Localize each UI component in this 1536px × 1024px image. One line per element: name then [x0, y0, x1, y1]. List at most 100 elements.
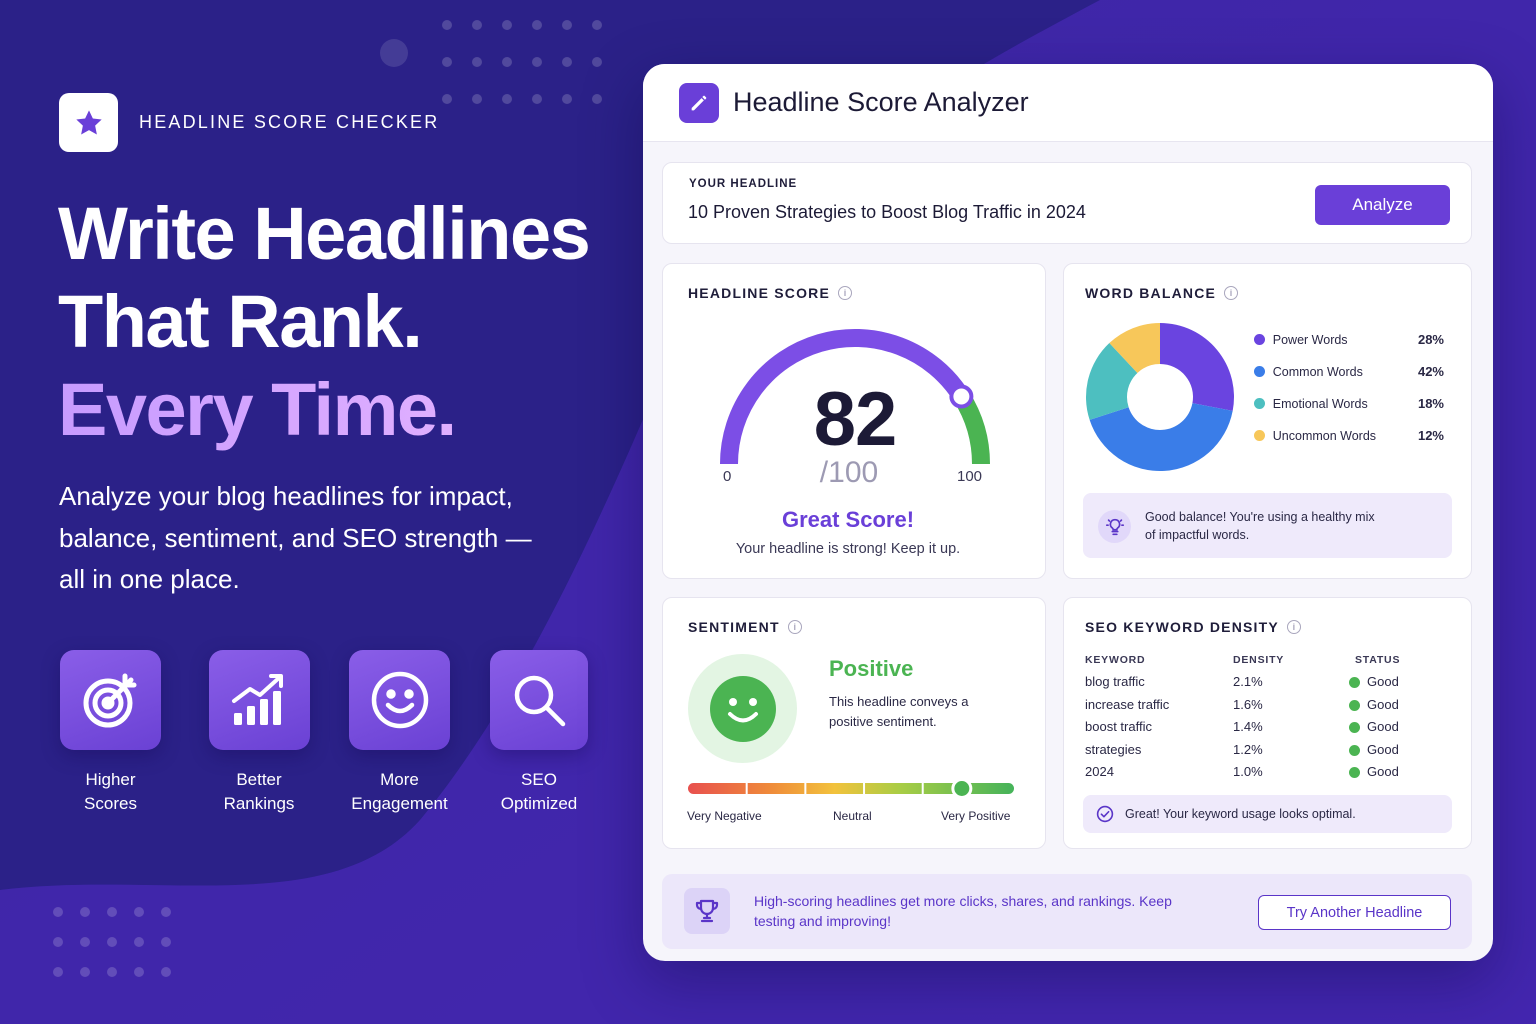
legend-item: Common Words 42%: [1254, 364, 1444, 379]
headline-input-label: YOUR HEADLINE: [689, 178, 798, 190]
status-dot: [1349, 677, 1360, 688]
status-dot: [1349, 767, 1360, 778]
sentiment-panel: SENTIMENT i Positive This headline conve…: [662, 597, 1046, 849]
hero-subtitle: Analyze your blog headlines for impact, …: [59, 481, 532, 594]
analyzer-card: Headline Score Analyzer YOUR HEADLINE An…: [643, 64, 1493, 961]
scale-label-left: Very Negative: [687, 809, 762, 823]
sentiment-description: This headline conveys a positive sentime…: [829, 694, 969, 729]
legend-dot: [1254, 366, 1265, 377]
dot-pattern-bottom: [53, 907, 188, 977]
keyword-cell: strategies: [1085, 742, 1142, 757]
sentiment-bar: [688, 783, 1014, 794]
status-dot: [1349, 700, 1360, 711]
status-dot: [1349, 745, 1360, 756]
status-cell: Good: [1367, 697, 1399, 712]
density-cell: 1.4%: [1233, 719, 1263, 734]
density-cell: 1.0%: [1233, 764, 1263, 779]
legend-name: Power Words: [1272, 332, 1348, 347]
dot-pattern-top: [442, 20, 622, 104]
status-dot: [1349, 722, 1360, 733]
brand: HEADLINE SCORE CHECKER: [59, 93, 439, 152]
sentiment-bar-divider: [804, 782, 807, 795]
check-circle-icon: [1096, 805, 1114, 828]
legend-item: Uncommon Words 12%: [1254, 428, 1444, 443]
legend-dot: [1254, 430, 1265, 441]
gauge-min-label: 0: [723, 468, 732, 485]
score-max-text: /100: [819, 456, 879, 489]
info-icon[interactable]: i: [1286, 620, 1301, 634]
seo-note: Great! Your keyword usage looks optimal.: [1083, 795, 1452, 833]
panel-title: WORD BALANCE: [1085, 285, 1217, 301]
column-header-keyword: KEYWORD: [1085, 654, 1146, 666]
score-gauge: [720, 329, 990, 465]
brand-name: HEADLINE SCORE CHECKER: [139, 112, 440, 132]
word-balance-donut: [1086, 323, 1234, 471]
feature-label: SEO Optimized: [500, 770, 578, 813]
sentiment-scale: [688, 778, 1014, 799]
feature-label: Better Rankings: [223, 770, 295, 813]
density-cell: 1.6%: [1233, 697, 1263, 712]
target-icon: [60, 650, 161, 750]
star-icon: [59, 93, 118, 152]
scale-label-right: Very Positive: [941, 809, 1011, 823]
feature-higher-scores: Higher Scores: [60, 650, 161, 816]
legend-pct: 18%: [1417, 396, 1444, 411]
keyword-cell: boost traffic: [1085, 719, 1152, 734]
donut-slice-common-words: [1089, 403, 1233, 471]
word-balance-panel: WORD BALANCE i Power Words 28% Common Wo…: [1063, 263, 1472, 579]
hero-line-2: That Rank.: [58, 280, 423, 363]
column-header-density: DENSITY: [1233, 654, 1285, 666]
hero-line-1: Write Headlines: [58, 192, 591, 275]
sentiment-title: Positive: [829, 656, 914, 681]
headline-input[interactable]: [688, 202, 1268, 223]
sentiment-face: [688, 654, 797, 763]
status-cell: Good: [1367, 674, 1399, 689]
score-value: 82: [813, 377, 898, 462]
sentiment-bar-divider: [745, 782, 748, 795]
hero-heading: Write Headlines That Rank. Every Time.: [58, 190, 591, 454]
column-header-status: STATUS: [1355, 654, 1401, 666]
analyze-button[interactable]: Analyze: [1315, 185, 1450, 225]
density-cell: 1.2%: [1233, 742, 1263, 757]
density-cell: 2.1%: [1233, 674, 1263, 689]
sentiment-bar-dividers: [745, 782, 924, 795]
try-another-headline-button[interactable]: Try Another Headline: [1258, 895, 1451, 930]
pencil-icon: [679, 83, 719, 123]
keyword-cell: increase traffic: [1085, 697, 1170, 712]
donut-slice-power-words: [1160, 323, 1234, 411]
keyword-cell: blog traffic: [1085, 674, 1145, 689]
sentiment-label: SENTIMENT i: [688, 619, 802, 635]
search-icon: [490, 650, 588, 750]
seo-note-text: Great! Your keyword usage looks optimal.: [1125, 807, 1356, 821]
panel-title: SENTIMENT: [688, 619, 780, 635]
feature-label: Higher Scores: [84, 770, 137, 813]
smiley-icon: [349, 650, 450, 750]
feature-label: More Engagement: [351, 770, 448, 813]
legend-name: Emotional Words: [1272, 396, 1368, 411]
legend-pct: 28%: [1417, 332, 1444, 347]
score-rating: Great Score!: [781, 507, 915, 532]
footer-banner: High-scoring headlines get more clicks, …: [662, 874, 1472, 949]
sentiment-marker: [951, 778, 973, 799]
info-icon[interactable]: i: [838, 286, 853, 300]
status-cell: Good: [1367, 719, 1399, 734]
legend-item: Emotional Words 18%: [1254, 396, 1444, 411]
gauge-fill: [720, 329, 969, 465]
trophy-icon: [684, 888, 730, 934]
sentiment-bar-divider: [921, 782, 924, 795]
analyzer-header: Headline Score Analyzer: [643, 64, 1493, 142]
info-icon[interactable]: i: [787, 620, 802, 634]
headline-score-panel: HEADLINE SCORE i 82 /100 0 100 Great Sco…: [662, 263, 1046, 579]
lightbulb-icon: [1098, 510, 1131, 543]
info-icon[interactable]: i: [1224, 286, 1239, 300]
legend-pct: 42%: [1417, 364, 1444, 379]
gauge-knob: [949, 384, 974, 409]
panel-title: HEADLINE SCORE: [688, 285, 831, 301]
status-cell: Good: [1367, 764, 1399, 779]
smiley-icon: [709, 675, 776, 742]
word-balance-note: Good balance! You're using a healthy mix…: [1083, 493, 1452, 558]
seo-density-label: SEO KEYWORD DENSITY i: [1085, 619, 1301, 635]
word-balance-note-text: Good balance! You're using a healthy mix…: [1145, 510, 1375, 542]
gauge-max-label: 100: [957, 468, 983, 485]
legend-dot: [1254, 334, 1265, 345]
